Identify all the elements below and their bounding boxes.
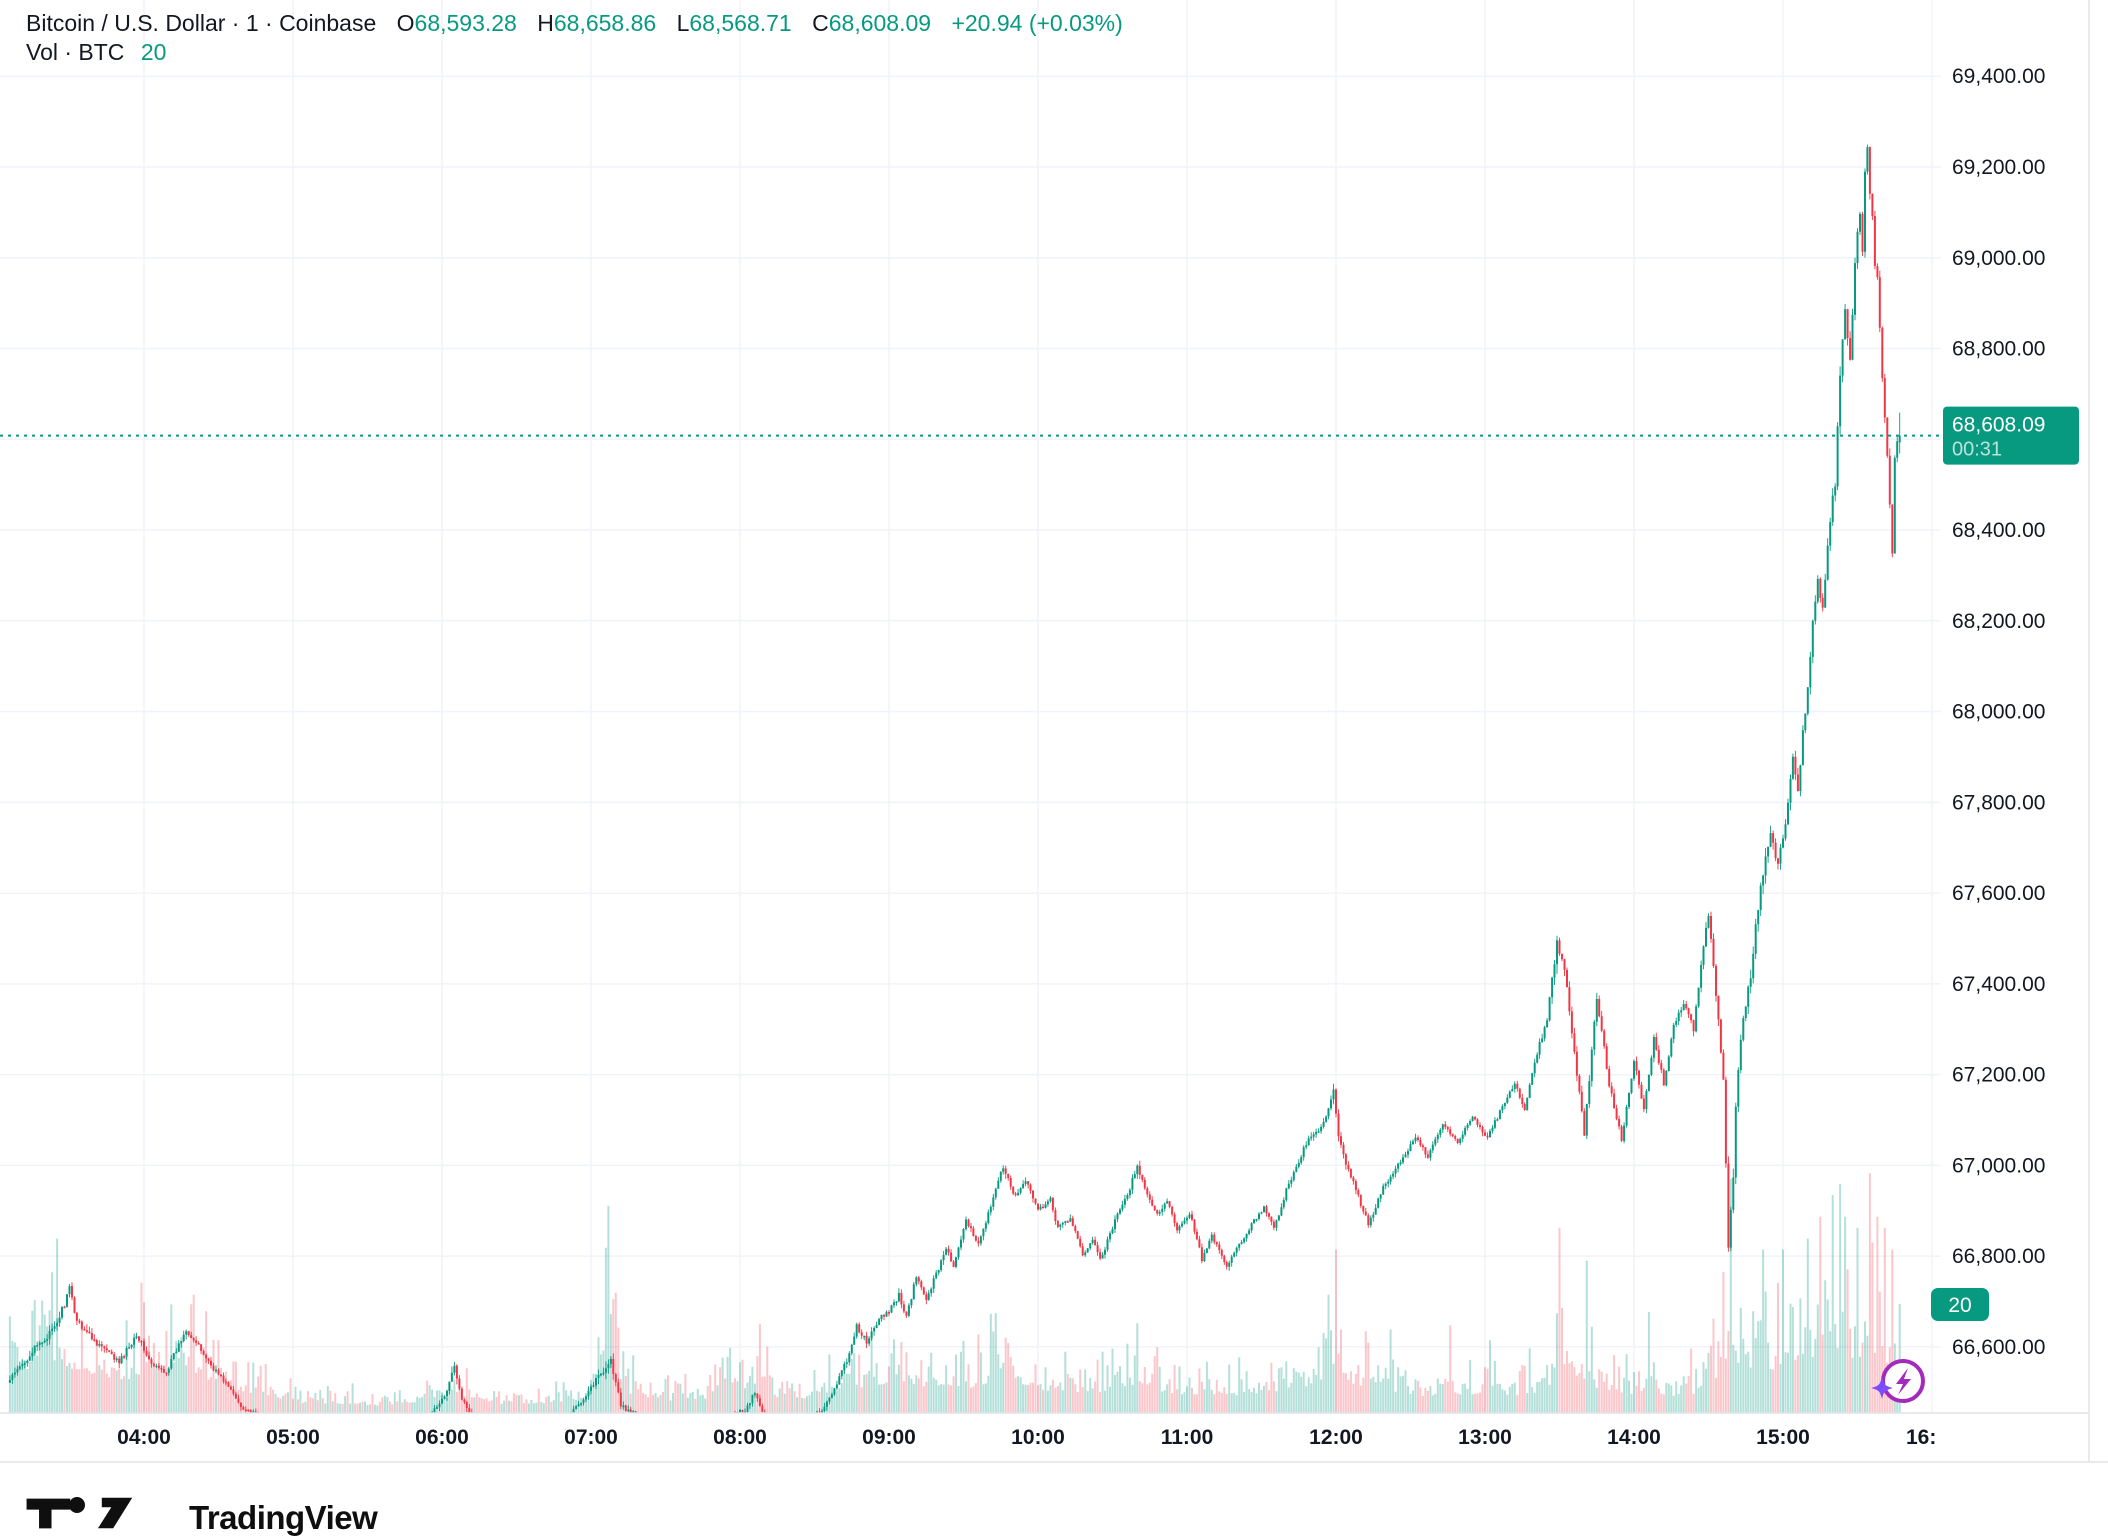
price-axis-label: 68,400.00	[1952, 519, 2045, 542]
price-axis-label: 66,800.00	[1952, 1245, 2045, 1268]
price-axis-label: 66,600.00	[1952, 1336, 2045, 1359]
tradingview-logo-icon	[26, 1497, 133, 1529]
open-value: 68,593.28	[414, 10, 517, 36]
low-value: 68,568.71	[689, 10, 792, 36]
volume-layer	[8, 1173, 1901, 1413]
time-axis[interactable]: 04:00 05:00 06:00 07:00 08:00 09:00 10:00 11:00…	[117, 1426, 1936, 1449]
volume-value: 20	[140, 39, 167, 65]
time-axis-label: 14:00	[1607, 1426, 1661, 1449]
symbol-row[interactable]: Bitcoin / U.S. Dollar · 1 · Coinbase O68…	[26, 8, 1123, 38]
close-value: 68,608.09	[828, 10, 932, 36]
symbol-title[interactable]: Bitcoin / U.S. Dollar · 1 · Coinbase	[26, 10, 377, 36]
volume-label: Vol · BTC	[26, 39, 125, 65]
sparkle-icon	[1871, 1377, 1893, 1399]
price-axis-label: 69,000.00	[1952, 247, 2045, 270]
volume-row[interactable]: Vol · BTC 20	[26, 38, 1123, 66]
grid-lines	[0, 0, 1941, 1413]
time-axis-label: 04:00	[117, 1426, 171, 1449]
time-axis-label: 06:00	[415, 1426, 469, 1449]
price-axis-label: 69,200.00	[1952, 156, 2045, 179]
time-axis-label: 05:00	[266, 1426, 320, 1449]
candlestick-layer	[8, 144, 1901, 1413]
price-axis-label: 67,400.00	[1952, 973, 2045, 996]
low-label: L	[676, 10, 690, 36]
current-volume-value: 20	[1948, 1294, 1971, 1317]
price-axis-label: 67,800.00	[1952, 791, 2045, 814]
price-axis-label: 67,200.00	[1952, 1064, 2045, 1087]
price-axis-label: 68,000.00	[1952, 701, 2045, 724]
time-axis-label: 10:00	[1011, 1426, 1065, 1449]
high-label: H	[537, 10, 554, 36]
price-axis-label: 68,200.00	[1952, 610, 2045, 633]
time-axis-label: 13:00	[1458, 1426, 1512, 1449]
open-label: O	[396, 10, 415, 36]
change-value: +20.94 (+0.03%)	[951, 10, 1123, 36]
price-axis-label: 68,800.00	[1952, 338, 2045, 361]
tradingview-logo[interactable]: TradingView	[25, 1494, 378, 1540]
time-axis-label: 09:00	[862, 1426, 916, 1449]
price-axis-label: 69,400.00	[1952, 65, 2045, 88]
lightning-button[interactable]	[1871, 1359, 1925, 1403]
price-axis[interactable]: 66,600.00 66,800.00 67,000.00 67,200.00 67,4…	[1952, 65, 2045, 1359]
close-label: C	[812, 10, 829, 36]
time-axis-label: 15:00	[1756, 1426, 1810, 1449]
high-value: 68,658.86	[553, 10, 657, 36]
current-volume-badge: 20	[1931, 1288, 1989, 1321]
lightning-bolt-icon	[1896, 1368, 1911, 1395]
bar-countdown: 00:31	[1952, 439, 2002, 461]
time-axis-label: 07:00	[564, 1426, 618, 1449]
price-axis-label: 67,000.00	[1952, 1154, 2045, 1177]
tradingview-logo-text: TradingView	[189, 1499, 378, 1536]
chart-legend: Bitcoin / U.S. Dollar · 1 · Coinbase O68…	[26, 8, 1123, 66]
price-axis-label: 67,600.00	[1952, 882, 2045, 905]
pane-borders	[0, 0, 2108, 1463]
time-axis-label: 16:	[1906, 1426, 1936, 1449]
time-axis-label: 08:00	[713, 1426, 767, 1449]
current-price-value: 68,608.09	[1952, 414, 2045, 437]
current-price-badge: 68,608.09 00:31	[1943, 406, 2079, 465]
time-axis-label: 11:00	[1161, 1426, 1214, 1449]
time-axis-label: 12:00	[1309, 1426, 1363, 1449]
